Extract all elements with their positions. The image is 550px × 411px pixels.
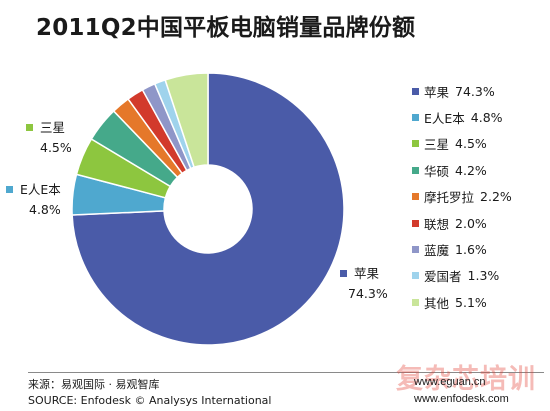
legend-swatch (412, 140, 419, 148)
legend-value: 2.0% (455, 215, 487, 231)
callout-apple: 苹果 74.3% (340, 264, 388, 304)
source-en: SOURCE: Enfodesk © Analysys Internationa… (28, 394, 272, 407)
callout-samsung-swatch (26, 124, 33, 131)
legend-swatch (412, 246, 419, 254)
legend-value: 4.5% (455, 136, 487, 152)
site-url-1: www.eguan.cn (414, 376, 486, 388)
callout-apple-swatch (340, 270, 347, 277)
legend-swatch (412, 272, 419, 280)
legend-swatch (412, 166, 419, 174)
legend-item: 苹果 74.3% (412, 78, 550, 104)
legend-value: 4.2% (455, 162, 487, 178)
donut-chart (71, 72, 345, 346)
legend-item: 三星 4.5% (412, 131, 550, 157)
legend-label: 其他 (424, 295, 450, 311)
legend-label: 三星 (424, 137, 450, 153)
legend-label: 联想 (424, 216, 450, 232)
legend-item: 其他 5.1% (412, 289, 550, 315)
callout-eren-value: 4.8% (29, 202, 61, 217)
legend-item: 爱国者 1.3% (412, 263, 550, 289)
legend-item: 华硕 4.2% (412, 157, 550, 183)
donut-slice-9 (164, 72, 209, 169)
callout-samsung: 三星 4.5% (26, 118, 72, 158)
legend-item: 蓝魔 1.6% (412, 236, 550, 262)
callout-eren: E人E本 4.8% (6, 180, 61, 220)
watermark: 复杂芯培训 (396, 364, 536, 395)
legend-label: 蓝魔 (424, 243, 450, 259)
legend-label: 华硕 (424, 163, 450, 179)
legend-swatch (412, 87, 419, 95)
legend-value: 1.6% (455, 242, 487, 258)
callout-eren-swatch (6, 186, 13, 193)
donut-slice-1 (71, 72, 345, 346)
legend-swatch (412, 219, 419, 227)
callout-apple-label: 苹果 (354, 266, 380, 281)
legend-swatch (412, 193, 419, 201)
source-cn: 来源：易观国际 · 易观智库 (28, 378, 160, 391)
chart-legend: 苹果 74.3% E人E本 4.8% 三星 4.5% 华硕 4.2% 摩托罗拉 2.2% 联想 2.0… (412, 78, 550, 316)
legend-swatch (412, 114, 419, 122)
legend-label: E人E本 (424, 111, 465, 127)
legend-label: 苹果 (424, 84, 450, 100)
donut-slices (71, 72, 345, 346)
callout-samsung-label: 三星 (40, 120, 66, 135)
legend-value: 74.3% (455, 83, 495, 99)
legend-value: 5.1% (455, 294, 487, 310)
legend-item: E人E本 4.8% (412, 104, 550, 130)
callout-eren-label: E人E本 (20, 182, 61, 197)
legend-item: 摩托罗拉 2.2% (412, 184, 550, 210)
legend-swatch (412, 298, 419, 306)
legend-value: 4.8% (470, 110, 503, 126)
callout-samsung-value: 4.5% (40, 140, 72, 155)
chart-title: 2011Q2中国平板电脑销量品牌份额 (36, 15, 416, 41)
callout-apple-value: 74.3% (348, 286, 388, 301)
footer-divider (28, 372, 544, 373)
legend-value: 2.2% (480, 189, 512, 205)
site-url-2: www.enfodesk.com (414, 393, 509, 405)
legend-label: 爱国者 (424, 269, 462, 285)
legend-label: 摩托罗拉 (424, 190, 475, 206)
legend-value: 1.3% (467, 268, 500, 284)
legend-item: 联想 2.0% (412, 210, 550, 236)
